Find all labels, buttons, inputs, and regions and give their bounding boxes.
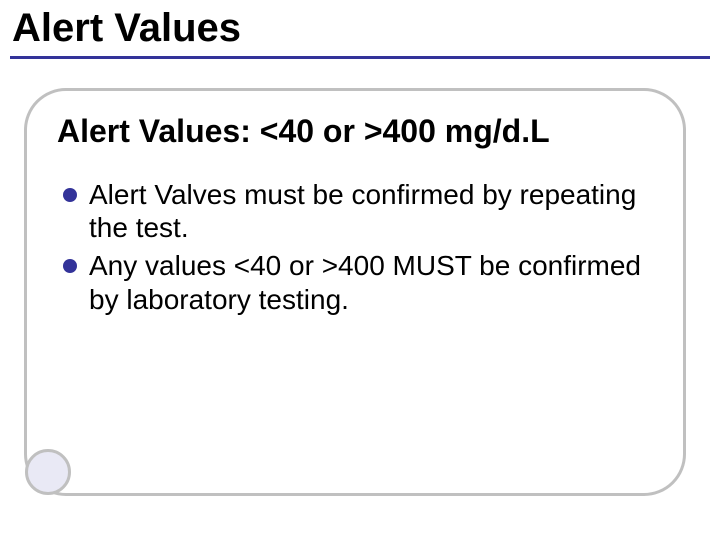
bullet-list: Alert Valves must be confirmed by repeat…	[57, 178, 653, 316]
content-subtitle: Alert Values: <40 or >400 mg/d.L	[57, 113, 653, 150]
bullet-text: Alert Valves must be confirmed by repeat…	[89, 179, 636, 244]
slide: Alert Values Alert Values: <40 or >400 m…	[0, 0, 720, 540]
slide-title: Alert Values	[10, 6, 710, 50]
list-item: Alert Valves must be confirmed by repeat…	[63, 178, 653, 245]
bullet-icon	[63, 188, 77, 202]
bullet-text: Any values <40 or >400 MUST be confirmed…	[89, 250, 641, 315]
bullet-icon	[63, 259, 77, 273]
title-underline	[10, 56, 710, 59]
list-item: Any values <40 or >400 MUST be confirmed…	[63, 249, 653, 316]
accent-circle-icon	[25, 449, 71, 495]
title-region: Alert Values	[10, 6, 710, 59]
content-box: Alert Values: <40 or >400 mg/d.L Alert V…	[24, 88, 686, 496]
